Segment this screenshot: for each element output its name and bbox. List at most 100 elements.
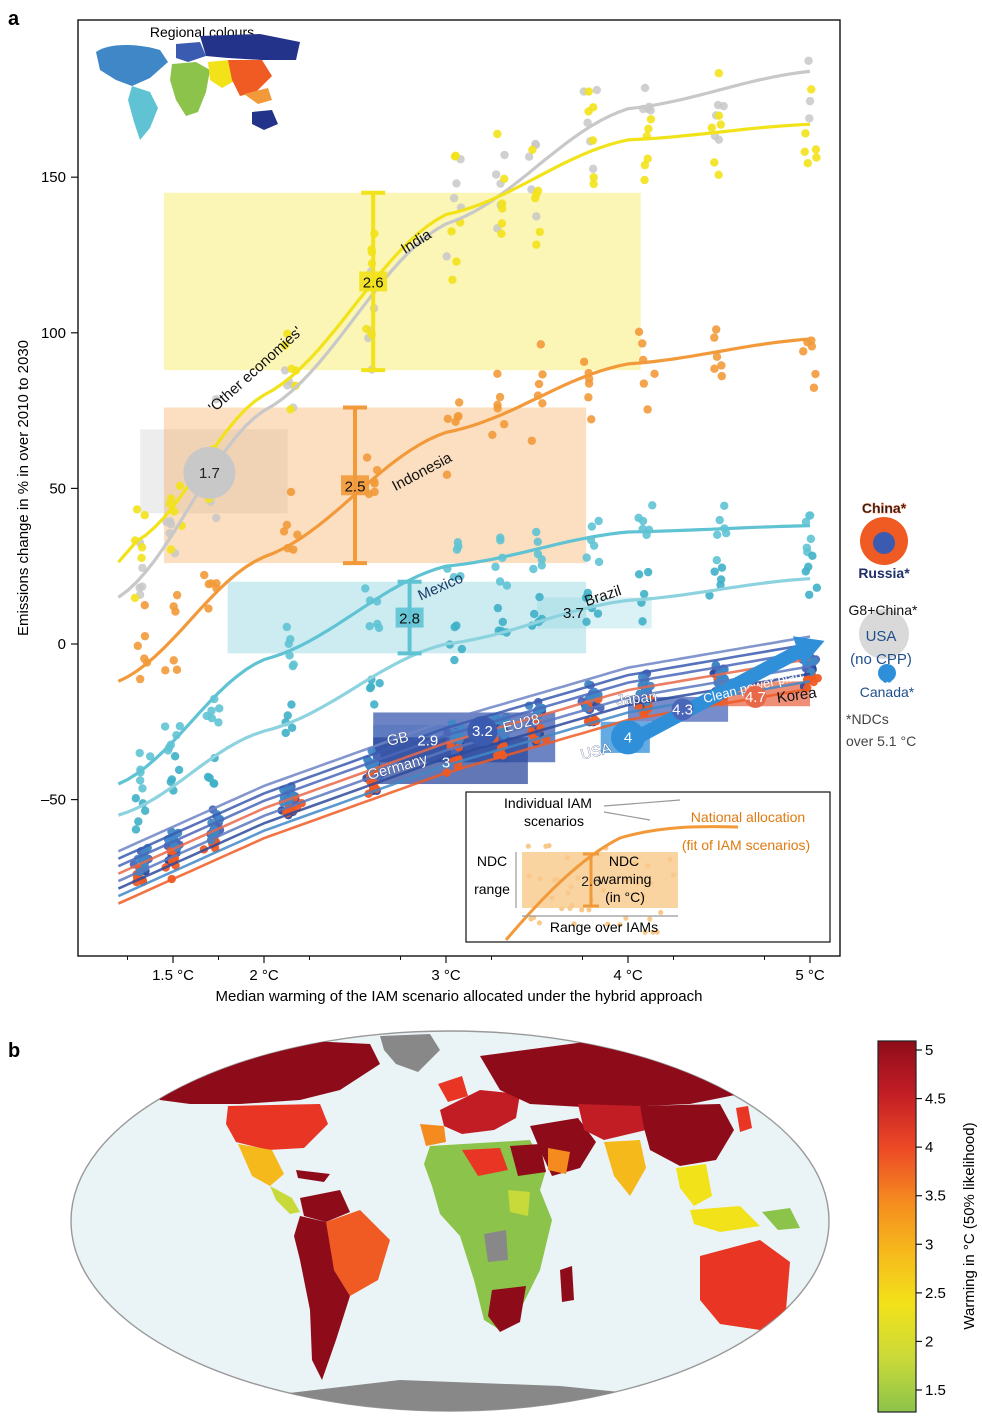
scenario-point (587, 522, 597, 531)
map-venezuela (300, 1190, 350, 1222)
scenario-point (456, 571, 465, 581)
scenario-point (710, 158, 719, 167)
scenario-point (529, 564, 538, 574)
scenario-point (584, 393, 593, 402)
colorbar-tick-label: 4.5 (925, 1091, 946, 1108)
map-dr-congo-gap (484, 1230, 508, 1262)
scenario-point (714, 69, 724, 78)
scenario-point (799, 347, 808, 356)
canada-label: Canada* (860, 684, 915, 700)
fit-line (117, 337, 811, 683)
ndc-warming-value: 4 (624, 729, 632, 746)
scenario-point (713, 100, 723, 110)
scenario-point (714, 111, 724, 120)
scenario-point (529, 609, 539, 619)
scenario-point (646, 106, 655, 115)
ndc-value-bg (395, 607, 424, 628)
colorbar-tick-label: 4 (925, 1139, 933, 1156)
legend-ndc-warming-1: NDC (609, 853, 639, 869)
scenario-point (374, 623, 384, 633)
scenario-point (497, 229, 506, 238)
colorbar-title: Warming in °C (50% likelihood) (961, 1122, 978, 1329)
scenario-point (166, 494, 176, 503)
legend-scenario-dot (623, 877, 629, 884)
scenario-point (138, 563, 147, 573)
scenario-point (140, 511, 149, 520)
x-tick-label: 4 °C (613, 967, 643, 984)
scenario-point (643, 154, 652, 163)
ndc-bubble (671, 698, 694, 721)
scenario-point (800, 147, 809, 157)
scenario-point (200, 570, 209, 580)
scenario-point (538, 370, 547, 379)
scenario-point (491, 170, 501, 179)
scenario-point (643, 405, 652, 414)
scenario-point (804, 56, 813, 65)
legend-scenario-dot (648, 880, 654, 886)
map-png (762, 1208, 800, 1230)
legend-scenario-dot (537, 875, 543, 882)
scenario-point (452, 179, 461, 188)
scenario-point (493, 603, 503, 613)
inset-europe (176, 42, 206, 62)
scenario-point (286, 405, 295, 414)
scenario-point (536, 340, 546, 349)
legend-scenario-dot (575, 875, 581, 881)
scenario-point (498, 617, 508, 627)
fit-line (117, 657, 811, 875)
ndc-warming-value: 4.7 (745, 689, 766, 706)
scenario-point (805, 590, 814, 599)
legend-fit-line (504, 825, 739, 941)
scenario-point (528, 145, 537, 155)
ndc-range-box (163, 192, 641, 371)
fit-line (117, 665, 811, 883)
ndc-bubble (744, 685, 767, 708)
scenario-point (535, 592, 544, 602)
scenario-point (650, 369, 659, 379)
scenario-point (811, 369, 820, 379)
scenario-point (717, 361, 726, 370)
scenario-point (454, 542, 463, 551)
scenario-point (497, 219, 507, 228)
x-tick-label: 5 °C (795, 967, 825, 984)
scenario-point (451, 151, 460, 161)
legend-scenario-dot (569, 902, 575, 909)
ndc-warming-value: 2.5 (345, 478, 366, 495)
scenario-point (140, 631, 150, 641)
scenario-point (712, 325, 721, 334)
scenario-point (582, 617, 591, 627)
map-russia (480, 1040, 790, 1108)
map-madagascar (560, 1266, 574, 1302)
map-southern-africa (488, 1286, 526, 1332)
scenario-point (167, 775, 177, 784)
scenario-point (280, 341, 290, 350)
world-warming-map (70, 1030, 830, 1412)
scenario-point (640, 83, 650, 93)
legend-national-2: (fit of IAM scenarios) (682, 837, 810, 853)
fit-line (117, 635, 811, 853)
map-caribbean (296, 1170, 330, 1182)
legend-box: 2.6 Individual IAM scenarios National al… (465, 791, 831, 943)
panel-b-letter: b (8, 1040, 20, 1062)
scenario-point (457, 644, 467, 654)
scenario-point (527, 436, 537, 445)
scenario-point (638, 617, 647, 626)
legend-scenario-dot (645, 862, 651, 869)
scenario-point (707, 123, 716, 132)
map-east-africa (508, 1190, 530, 1216)
scenario-point (493, 369, 502, 378)
scenario-point (135, 748, 144, 758)
ndc-warming-value: 2.9 (417, 732, 438, 749)
map-indonesia (690, 1206, 760, 1232)
legend-scenario-dot (546, 843, 552, 849)
scenario-point (538, 399, 547, 408)
map-brazil (320, 1210, 390, 1296)
scenario-point (644, 124, 653, 134)
russia-label: Russia* (858, 565, 910, 581)
legend-arrow-1 (603, 799, 681, 807)
scenario-point (638, 339, 647, 348)
scenario-point (362, 324, 371, 334)
scenario-point (589, 173, 598, 182)
scenario-point (172, 665, 182, 674)
